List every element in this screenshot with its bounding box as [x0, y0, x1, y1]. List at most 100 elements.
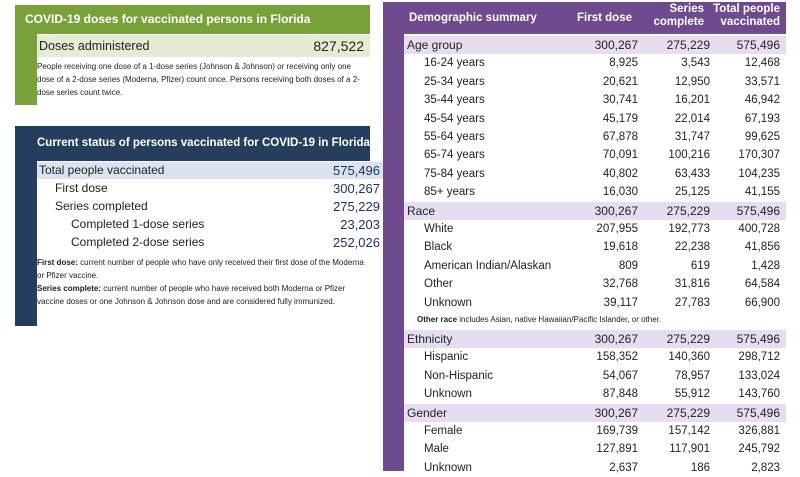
header-series-line1: Series	[669, 3, 704, 15]
note-text: current number of people who have only r…	[37, 258, 364, 280]
status-row-value: 252,026	[333, 235, 380, 250]
total-vaccinated-value: 64,584	[744, 278, 780, 291]
demographic-label: American Indian/Alaskan	[424, 259, 552, 272]
status-row-label: First dose	[55, 181, 108, 195]
demographic-row: 35-44 years 30,741 16,201 46,942	[404, 91, 786, 109]
series-complete-value: 275,229	[666, 405, 710, 420]
first-dose-value: 300,267	[594, 38, 638, 52]
demographic-label: 65-74 years	[424, 149, 485, 162]
first-dose-value: 39,117	[603, 296, 638, 309]
first-dose-value: 300,267	[594, 203, 638, 218]
note-text: current number of people who have receiv…	[37, 284, 346, 306]
first-dose-value: 300,267	[594, 332, 638, 346]
demographic-section-row: Ethnicity 300,267 275,229 575,496	[404, 330, 786, 348]
status-row-first-dose: First dose 300,267	[37, 180, 385, 197]
demographic-row: 16-24 years 8,925 3,543 12,468	[404, 54, 786, 72]
demographic-row: Male 127,891 117,901 245,792	[404, 440, 786, 458]
header-demographic-summary: Demographic summary	[409, 12, 537, 24]
demographic-label: Other	[424, 278, 453, 291]
demographic-label: Male	[424, 443, 449, 456]
demographic-label: White	[424, 223, 454, 235]
series-complete-value: 275,229	[666, 38, 710, 52]
status-row-2-dose-series: Completed 2-dose series 252,026	[37, 234, 385, 251]
series-complete-value: 117,901	[669, 443, 710, 456]
series-complete-value: 22,014	[674, 112, 710, 125]
status-row-value: 23,203	[340, 217, 380, 232]
total-vaccinated-value: 33,571	[744, 75, 780, 88]
total-vaccinated-value: 1,428	[751, 259, 780, 272]
series-complete-value: 619	[690, 259, 710, 272]
demographic-label: Age group	[407, 38, 463, 52]
demographic-label: 16-24 years	[424, 57, 485, 70]
total-vaccinated-value: 143,760	[738, 388, 780, 401]
series-complete-value: 12,950	[674, 75, 710, 88]
total-vaccinated-value: 170,307	[738, 149, 780, 162]
header-total-line1: Total people	[713, 3, 780, 15]
series-complete-value: 140,360	[668, 351, 710, 364]
total-vaccinated-value: 575,496	[736, 203, 780, 218]
status-note-first-dose: First dose: current number of people who…	[37, 256, 370, 282]
total-vaccinated-value: 41,856	[744, 241, 780, 254]
total-vaccinated-value: 41,155	[744, 186, 780, 199]
note-term: Series complete:	[37, 284, 102, 293]
series-complete-value: 100,216	[668, 149, 710, 162]
demographic-label: Ethnicity	[407, 332, 453, 346]
demographic-row: Hispanic 158,352 140,360 298,712	[404, 348, 786, 366]
demographics-panel: Demographic summary First dose Series co…	[383, 2, 786, 474]
note-term: First dose:	[37, 258, 78, 267]
first-dose-value: 30,741	[602, 94, 638, 107]
status-note-series-complete: Series complete: current number of peopl…	[37, 282, 370, 308]
status-row-series-completed: Series completed 275,229	[37, 198, 385, 215]
first-dose-value: 70,091	[602, 149, 638, 162]
demographic-row: Other 32,768 31,816 64,584	[404, 275, 786, 293]
demographic-label: Race	[407, 203, 436, 218]
status-panel-title: Current status of persons vaccinated for…	[15, 126, 370, 161]
demographics-panel-sidebar	[383, 2, 404, 471]
demographic-label: 85+ years	[424, 186, 475, 199]
first-dose-value: 8,925	[609, 57, 638, 70]
demographic-row: Black 19,618 22,238 41,856	[404, 238, 786, 256]
demographic-section-row: Gender 300,267 275,229 575,496	[404, 403, 786, 422]
series-complete-value: 186	[690, 461, 710, 474]
header-total-line2: vaccinated	[720, 16, 780, 28]
demographic-label: Unknown	[424, 461, 472, 474]
demographic-row: Unknown 2,637 186 2,823	[404, 459, 786, 477]
demographic-row: 25-34 years 20,621 12,950 33,571	[404, 73, 786, 91]
demographic-label: Female	[424, 425, 463, 437]
first-dose-value: 300,267	[594, 405, 638, 420]
demographic-label: 55-64 years	[424, 131, 485, 143]
total-vaccinated-value: 66,900	[744, 296, 780, 309]
first-dose-value: 87,848	[602, 388, 638, 401]
demographic-label: 25-34 years	[424, 75, 485, 88]
status-panel: Current status of persons vaccinated for…	[15, 126, 385, 326]
first-dose-value: 2,637	[609, 461, 638, 474]
first-dose-value: 19,618	[602, 241, 638, 254]
status-row-value: 300,267	[333, 181, 380, 196]
series-complete-value: 3,543	[681, 57, 710, 70]
series-complete-value: 275,229	[666, 203, 710, 218]
total-vaccinated-value: 99,625	[744, 131, 780, 143]
first-dose-value: 45,179	[602, 112, 638, 125]
demographic-label: Unknown	[424, 296, 472, 309]
series-complete-value: 16,201	[674, 94, 710, 107]
series-complete-value: 78,957	[674, 369, 710, 382]
status-row-label: Completed 2-dose series	[71, 235, 205, 249]
total-vaccinated-value: 104,235	[738, 167, 780, 180]
header-first-dose: First dose	[577, 12, 632, 24]
first-dose-value: 40,802	[602, 167, 638, 180]
demographic-row: 85+ years 16,030 25,125 41,155	[404, 183, 786, 201]
first-dose-value: 32,768	[602, 278, 638, 291]
total-vaccinated-value: 245,792	[738, 443, 780, 456]
first-dose-value: 54,067	[602, 369, 638, 382]
demographics-header: Demographic summary First dose Series co…	[383, 2, 786, 34]
demographic-row: 75-84 years 40,802 63,433 104,235	[404, 165, 786, 183]
first-dose-value: 158,352	[596, 351, 638, 364]
total-vaccinated-value: 12,468	[744, 57, 780, 70]
doses-panel: COVID-19 doses for vaccinated persons in…	[15, 5, 370, 105]
demographic-row: White 207,955 192,773 400,728	[404, 220, 786, 238]
status-row-label: Total people vaccinated	[39, 163, 165, 177]
demographic-label: Unknown	[424, 388, 472, 401]
demographic-label: Non-Hispanic	[424, 369, 494, 382]
total-vaccinated-value: 326,881	[738, 425, 780, 437]
demographic-label: Gender	[407, 405, 448, 420]
